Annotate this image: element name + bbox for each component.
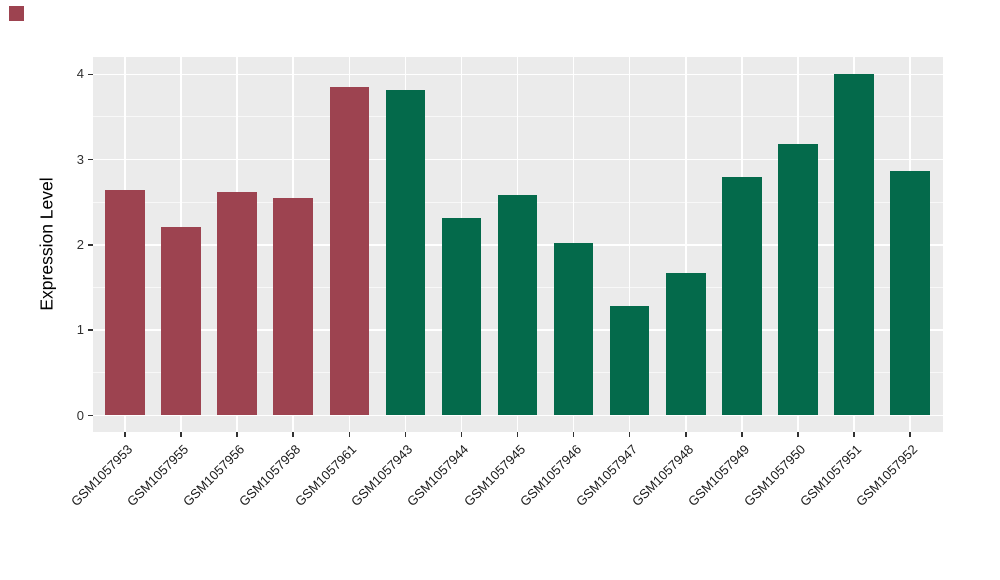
bar-GSM1057951 <box>834 74 874 416</box>
x-tick-mark <box>685 432 687 437</box>
x-tick-mark <box>516 432 519 437</box>
bar-GSM1057956 <box>217 192 257 416</box>
bar-GSM1057948 <box>666 273 706 416</box>
y-tick-label: 2 <box>76 236 84 252</box>
bar-GSM1057958 <box>273 197 313 416</box>
x-tick-mark <box>180 432 182 437</box>
x-tick-mark <box>909 432 911 437</box>
bar-GSM1057945 <box>497 194 538 416</box>
x-tick-mark <box>348 432 351 437</box>
bar-GSM1057943 <box>385 89 426 416</box>
bar-GSM1057953 <box>105 190 145 416</box>
bar-GSM1057946 <box>553 243 594 416</box>
y-tick-mark <box>88 158 93 161</box>
gridline-major-v <box>685 57 687 432</box>
bar-GSM1057950 <box>778 144 818 416</box>
x-tick-mark <box>460 432 463 437</box>
x-tick-mark <box>404 432 407 437</box>
plot-panel <box>93 57 943 432</box>
x-tick-mark <box>628 432 631 437</box>
y-tick-label: 0 <box>76 407 84 423</box>
bar-GSM1057955 <box>161 226 201 416</box>
x-tick-mark <box>741 432 743 437</box>
corner-marker <box>9 6 24 21</box>
bar-GSM1057952 <box>890 170 930 416</box>
bar-GSM1057947 <box>609 306 650 416</box>
x-tick-mark <box>292 432 294 437</box>
gridline-major-v <box>628 57 631 432</box>
x-tick-mark <box>236 432 238 437</box>
y-tick-mark <box>88 414 93 417</box>
x-tick-mark <box>124 432 126 437</box>
x-tick-mark <box>853 432 855 437</box>
x-tick-mark <box>572 432 575 437</box>
y-axis-title: Expression Level <box>36 177 57 311</box>
bar-GSM1057949 <box>722 176 762 416</box>
y-tick-label: 4 <box>76 66 84 82</box>
y-tick-mark <box>88 73 93 76</box>
y-tick-label: 1 <box>76 322 84 338</box>
y-tick-mark <box>88 244 93 246</box>
y-tick-mark <box>88 329 93 331</box>
bar-GSM1057961 <box>329 87 370 416</box>
x-tick-mark <box>797 432 799 437</box>
y-tick-label: 3 <box>76 151 84 167</box>
bar-GSM1057944 <box>441 218 482 416</box>
